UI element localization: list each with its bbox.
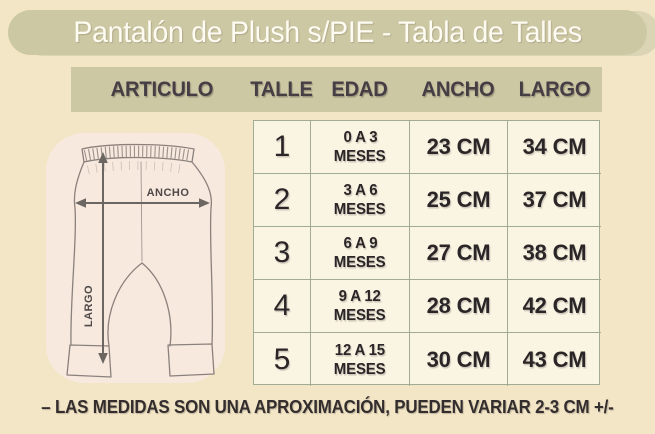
length-label: LARGO xyxy=(83,285,95,327)
age-line1: 12 A 15 xyxy=(334,341,386,359)
age-line2: MESES xyxy=(334,307,386,324)
pants-right-inner xyxy=(141,262,172,347)
length-cell: 43 CM xyxy=(522,346,587,372)
age-line1: 9 A 12 xyxy=(338,288,382,305)
length-cell: 37 CM xyxy=(508,174,601,227)
table-header-row: ARTICULO TALLE EDAD ANCHO LARGO xyxy=(71,67,602,112)
age-line1: 3 A 6 xyxy=(343,182,377,199)
age-cell: 6 A 9 MESES xyxy=(311,227,410,280)
waistband-ribbing xyxy=(83,145,193,161)
page-title: Pantalón de Plush s/PIE - Tabla de Talle… xyxy=(73,15,582,49)
size-table: 1 0 A 3 MESES 23 CM 34 CM 2 3 A 6 MESES 25… xyxy=(253,120,601,386)
age-line2: MESES xyxy=(334,148,386,165)
header-edad: EDAD xyxy=(331,77,388,101)
pants-left-inner xyxy=(107,262,143,347)
pants-right-cuff xyxy=(167,343,215,377)
pants-left-outer xyxy=(70,161,85,345)
header-largo: LARGO xyxy=(518,77,591,101)
width-cell: 25 CM xyxy=(410,174,508,227)
header-articulo: ARTICULO xyxy=(110,77,214,101)
size-cell: 3 xyxy=(254,227,311,280)
width-cell: 27 CM xyxy=(410,227,508,280)
age-cell: 0 A 3 MESES xyxy=(311,121,410,174)
header-ancho: ANCHO xyxy=(421,77,495,101)
pants-right-outer xyxy=(191,161,214,345)
length-arrow xyxy=(98,152,108,364)
width-cell: 28 CM xyxy=(410,280,508,333)
size-cell: 5 xyxy=(254,333,311,386)
age-cell: 3 A 6 MESES xyxy=(311,174,410,227)
header-talle: TALLE xyxy=(250,77,313,101)
width-arrow xyxy=(75,198,210,208)
size-cell: 2 xyxy=(254,174,311,227)
page-title-pill: Pantalón de Plush s/PIE - Tabla de Talle… xyxy=(8,10,647,55)
pants-center-seam xyxy=(140,161,143,262)
age-line2: MESES xyxy=(334,201,386,218)
length-cell: 42 CM xyxy=(508,280,601,333)
pants-left-cuff xyxy=(66,344,112,378)
pants-measurement-card: ANCHO LARGO xyxy=(46,133,225,383)
waistband-outline xyxy=(81,143,195,163)
length-cell: 38 CM xyxy=(508,227,601,280)
age-cell: 9 A 12 MESES xyxy=(311,280,410,333)
size-cell: 1 xyxy=(254,121,311,174)
age-line1: 0 A 3 xyxy=(343,129,377,146)
age-line2: MESES xyxy=(334,254,386,271)
age-line1: 6 A 9 xyxy=(343,235,377,252)
width-cell: 30 CM xyxy=(410,333,508,386)
waistband-creases xyxy=(86,161,188,175)
age-cell: 12 A 15 MESES xyxy=(311,333,410,386)
disclaimer-text: – LAS MEDIDAS SON UNA APROXIMACIÓN, PUED… xyxy=(41,396,614,417)
age-line2: MESES xyxy=(334,360,386,378)
disclaimer-note: – LAS MEDIDAS SON UNA APROXIMACIÓN, PUED… xyxy=(0,393,655,421)
width-cell: 23 CM xyxy=(410,121,508,174)
width-label: ANCHO xyxy=(147,187,190,199)
size-cell: 4 xyxy=(254,280,311,333)
length-cell: 34 CM xyxy=(508,121,601,174)
pants-diagram: ANCHO LARGO xyxy=(66,143,215,378)
